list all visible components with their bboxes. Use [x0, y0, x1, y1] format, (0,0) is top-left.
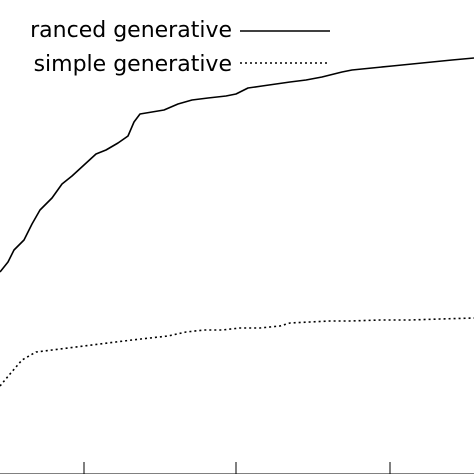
legend-label-simple-generative: simple generative: [34, 52, 232, 77]
series-line-advanced-generative: [0, 57, 474, 273]
legend: ranced generative simple generative: [30, 18, 330, 77]
series-line-simple-generative: [0, 317, 474, 387]
legend-label-advanced-generative: ranced generative: [30, 18, 232, 43]
x-axis: [0, 462, 474, 474]
series-layer: [0, 57, 474, 387]
